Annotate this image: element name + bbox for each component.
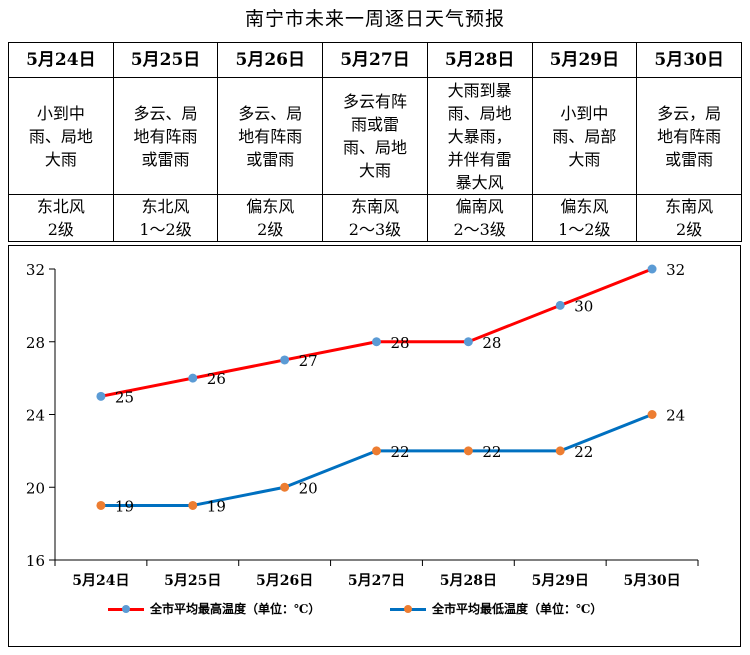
weather-text: 小到中雨、局地大雨 (28, 103, 93, 169)
data-label: 28 (482, 334, 501, 352)
data-label: 26 (207, 370, 226, 388)
wind-cell: 偏东风 2级 (217, 194, 324, 242)
legend-label-high: 全市平均最高温度（单位：℃） (150, 602, 321, 616)
weather-cell: 多云、局地有阵雨或雷雨 (112, 77, 219, 195)
x-tick-label: 5月30日 (623, 573, 680, 589)
page-title: 南宁市未来一周逐日天气预报 (244, 8, 505, 30)
data-point (555, 300, 565, 310)
wind-direction: 偏东风 (560, 197, 609, 216)
date-cell: 5月30日 (636, 42, 742, 78)
legend-item-low: 全市平均最低温度（单位：℃） (390, 600, 602, 617)
y-tick-label: 20 (26, 479, 45, 497)
wind-cell: 东北风 2级 (8, 194, 114, 242)
weather-cell: 小到中雨、局地大雨 (8, 77, 114, 195)
data-point (96, 500, 106, 510)
data-label: 19 (207, 497, 226, 515)
y-tick-label: 32 (26, 261, 45, 279)
data-label: 28 (391, 334, 410, 352)
y-tick-label: 16 (26, 552, 45, 570)
data-point (188, 373, 198, 383)
date-cell: 5月27日 (322, 42, 428, 78)
x-tick-label: 5月28日 (440, 573, 497, 589)
data-label: 27 (299, 352, 318, 370)
date-cell: 5月24日 (8, 42, 114, 78)
wind-level: 2级 (257, 220, 284, 239)
wind-cell: 偏东风 1～2级 (531, 194, 638, 242)
date-cell: 5月26日 (217, 42, 324, 78)
data-label: 24 (666, 407, 685, 425)
wind-direction: 偏南风 (455, 197, 504, 216)
wind-direction: 东北风 (36, 197, 85, 216)
wind-direction: 东南风 (665, 197, 714, 216)
y-tick-label: 28 (26, 334, 45, 352)
data-point (280, 355, 290, 365)
wind-level: 1～2级 (139, 220, 192, 239)
weather-cell: 多云有阵雨或雷雨、局地大雨 (322, 77, 428, 195)
legend-item-high: 全市平均最高温度（单位：℃） (108, 600, 320, 617)
x-tick-label: 5月29日 (532, 573, 589, 589)
wind-row: 东北风 2级 东北风 1～2级 偏东风 2级 东南风 2～3级 偏南风 2～3级 偏东风 1… (8, 194, 742, 242)
legend-swatch-high (108, 603, 144, 615)
x-tick-label: 5月24日 (72, 573, 129, 589)
date-row: 5月24日 5月25日 5月26日 5月27日 5月28日 5月29日 5月30… (8, 42, 742, 78)
series-line-0 (100, 267, 653, 398)
weather-cell: 多云，局地有阵雨或雷雨 (636, 77, 742, 195)
wind-level: 2～3级 (348, 220, 402, 239)
weather-cell: 多云、局地有阵雨或雷雨 (217, 77, 324, 195)
wind-direction: 东北风 (141, 197, 190, 216)
forecast-table: 5月24日 5月25日 5月26日 5月27日 5月28日 5月29日 5月30… (8, 42, 742, 242)
legend-swatch-low (390, 603, 426, 615)
legend-label-low: 全市平均最低温度（单位：℃） (432, 602, 603, 616)
weather-text: 大雨到暴雨、局地大暴雨，并伴有雷暴大风 (447, 80, 512, 192)
weather-text: 多云、局地有阵雨或雷雨 (238, 103, 303, 169)
weather-row: 小到中雨、局地大雨 多云、局地有阵雨或雷雨 多云、局地有阵雨或雷雨 多云有阵雨或… (8, 77, 742, 195)
data-point (188, 500, 198, 510)
data-point (647, 410, 657, 419)
wind-cell: 东南风 2级 (636, 194, 742, 242)
data-label: 22 (574, 443, 593, 461)
wind-level: 2～3级 (453, 220, 506, 239)
data-label: 22 (391, 443, 410, 461)
data-point (555, 446, 565, 456)
wind-cell: 东北风 1～2级 (112, 194, 219, 242)
wind-level: 2级 (676, 220, 703, 239)
x-tick-label: 5月26日 (256, 573, 313, 589)
data-label: 22 (482, 443, 501, 461)
data-point (96, 391, 106, 401)
weather-cell: 小到中雨、局部大雨 (531, 77, 638, 195)
weather-text: 多云、局地有阵雨或雷雨 (133, 103, 198, 169)
wind-level: 1～2级 (558, 220, 611, 239)
wind-direction: 东南风 (350, 197, 399, 216)
series-line-1 (100, 413, 653, 507)
weather-text: 小到中雨、局部大雨 (552, 103, 617, 169)
data-point (463, 446, 473, 456)
wind-cell: 东南风 2～3级 (322, 194, 428, 242)
data-label: 19 (115, 497, 134, 515)
x-tick-label: 5月25日 (164, 573, 221, 589)
data-label: 30 (574, 297, 593, 315)
date-cell: 5月25日 (112, 42, 219, 78)
weather-text: 多云，局地有阵雨或雷雨 (657, 103, 722, 169)
data-label: 20 (299, 479, 318, 497)
x-tick-label: 5月27日 (348, 573, 405, 589)
data-point (463, 337, 473, 347)
data-label: 25 (115, 388, 134, 406)
weather-text: 多云有阵雨或雷雨、局地大雨 (342, 92, 407, 180)
wind-direction: 偏东风 (246, 197, 295, 216)
data-label: 32 (666, 261, 685, 279)
date-cell: 5月28日 (426, 42, 533, 78)
data-point (372, 446, 381, 456)
y-tick-label: 24 (26, 407, 45, 425)
wind-cell: 偏南风 2～3级 (426, 194, 533, 242)
data-point (280, 482, 290, 492)
chart-frame (8, 245, 741, 647)
data-point (372, 337, 381, 347)
wind-level: 2级 (47, 220, 74, 239)
data-point (647, 264, 657, 274)
